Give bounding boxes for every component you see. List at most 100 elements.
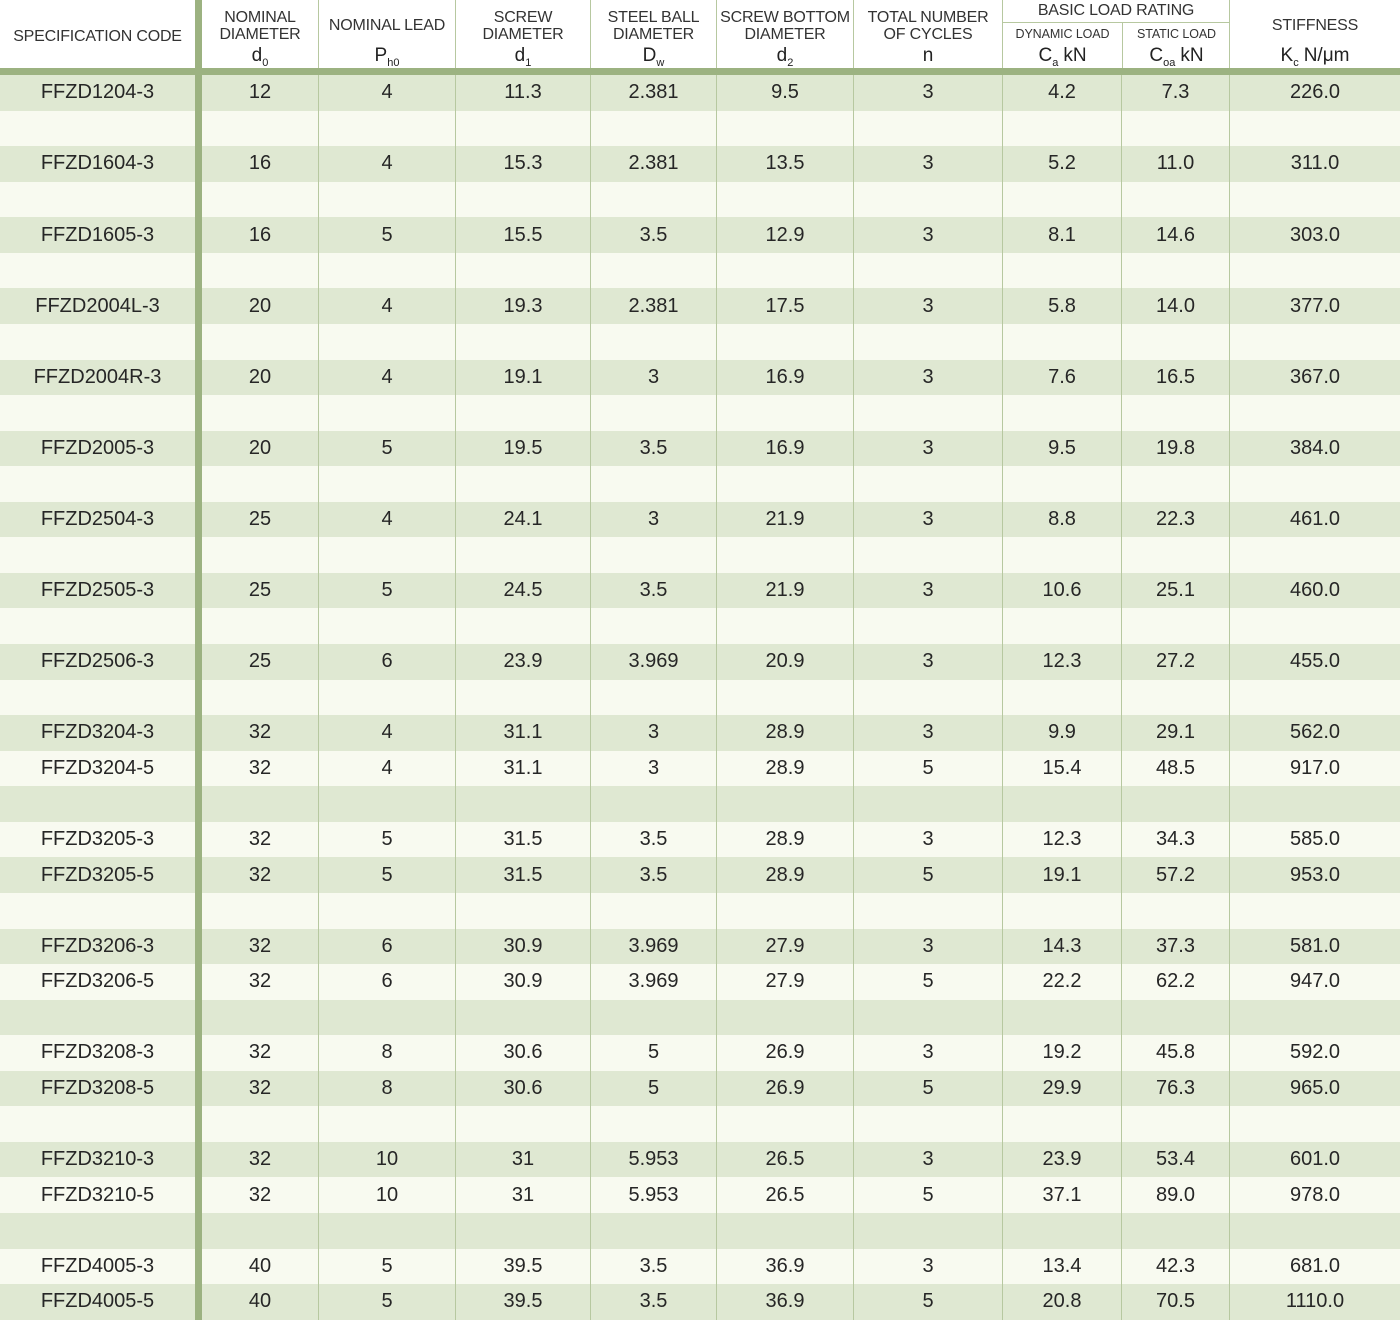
spacer-cell [202,1213,318,1249]
cell-spec: FFZD2506-3 [0,644,202,680]
spacer-row [0,679,1400,716]
cell-coa: 27.2 [1121,644,1229,680]
table-row: FFZD3206-3 32 6 30.9 3.969 27.9 3 14.3 37.3 581.0 [0,928,1400,965]
cell-kc: 581.0 [1229,928,1400,965]
spacer-row [0,999,1400,1036]
cell-d1: 31.1 [455,715,590,751]
spacer-cell [590,537,716,573]
cell-ca: 19.1 [1002,857,1121,893]
spacer-cell [318,1106,455,1142]
spacer-cell [590,323,716,360]
column-symbol: n [922,45,934,66]
cell-ca: 20.8 [1002,1284,1121,1320]
spacer-cell [590,252,716,289]
cell-d1: 39.5 [455,1284,590,1320]
spacer-cell [590,1106,716,1142]
cell-ca: 5.8 [1002,288,1121,324]
cell-kc: 978.0 [1229,1177,1400,1213]
cell-d2: 20.9 [716,644,853,680]
spacer-cell [1121,323,1229,360]
spacer-cell [1002,252,1121,289]
cell-d0: 25 [248,579,272,602]
spacer-cell [716,892,853,929]
cell-kc: 1110.0 [1229,1284,1400,1320]
cell-ph0: 8 [318,1070,455,1107]
cell-d2: 16.9 [716,430,853,467]
cell-coa: 25.1 [1121,572,1229,609]
cell-ph0: 4 [318,146,455,182]
spacer-cell [1121,181,1229,218]
spacer-cell [1002,999,1121,1036]
spacer-cell [1229,999,1400,1036]
table-row: FFZD3206-5 32 6 30.9 3.969 27.9 5 22.2 62.2 947.0 [0,964,1400,1000]
cell-ph0: 5 [318,1248,455,1285]
cell-d1: 30.9 [455,964,590,1000]
table-row: FFZD2005-3 20 5 19.5 3.5 16.9 3 9.5 19.8 384.0 [0,430,1400,467]
cell-spec: FFZD2504-3 [0,501,202,538]
spacer-cell [853,181,1002,218]
cell-ca: 37.1 [1002,1177,1121,1213]
spacer-cell [716,537,853,573]
cell-d0: 32 [248,756,272,779]
table-row: FFZD3205-5 32 5 31.5 3.5 28.9 5 19.1 57.2 953.0 [0,857,1400,893]
column-header-total-number-of-cycles: TOTAL NUMBER OF CYCLES n [853,0,1002,68]
spacer-cell [202,537,318,573]
cell-ph0: 5 [318,821,455,858]
cell-dw: 3.5 [590,1248,716,1285]
cell-spec: FFZD1605-3 [0,217,202,253]
spacer-cell [853,999,1002,1036]
spacer-cell [716,466,853,502]
cell-ph0: 6 [318,644,455,680]
cell-d1: 15.3 [455,146,590,182]
spacer-cell [716,395,853,431]
cell-n: 5 [853,1177,1002,1213]
spacer-cell [202,608,318,644]
cell-ph0: 4 [318,288,455,324]
column-symbol: Dw [642,45,665,69]
cell-ph0: 5 [318,217,455,253]
spacer-row [0,181,1400,218]
spacer-cell [202,1000,318,1036]
cell-coa: 89.0 [1121,1177,1229,1213]
cell-kc: 311.0 [1229,146,1400,182]
spacer-cell [0,395,202,431]
cell-spec: FFZD3208-3 [0,1035,202,1071]
cell-spec: FFZD3205-5 [0,857,202,893]
cell-coa: 62.2 [1121,964,1229,1000]
cell-d2: 13.5 [716,146,853,182]
spacer-row [0,252,1400,289]
table-row: FFZD2504-3 25 4 24.1 3 21.9 3 8.8 22.3 461.0 [0,501,1400,538]
cell-d2: 26.9 [716,1035,853,1071]
spacer-cell [0,679,202,716]
column-label: STIFFNESS [1271,17,1359,34]
cell-n: 5 [853,857,1002,893]
cell-kc: 367.0 [1229,359,1400,396]
cell-n: 3 [853,1035,1002,1071]
cell-dw: 3 [590,750,716,787]
column-symbol: Ph0 [374,45,400,69]
spacer-cell [455,252,590,289]
spacer-cell [202,324,318,360]
table-row: FFZD4005-3 40 5 39.5 3.5 36.9 3 13.4 42.3 681.0 [0,1248,1400,1285]
spacer-cell [318,181,455,218]
spacer-cell [1002,1213,1121,1249]
spacer-cell [318,786,455,822]
spacer-cell [1121,537,1229,573]
spacer-cell [1229,608,1400,644]
cell-d1: 23.9 [455,644,590,680]
cell-kc: 917.0 [1229,750,1400,787]
cell-n: 3 [853,217,1002,253]
spacer-cell [1121,679,1229,716]
cell-dw: 3 [590,501,716,538]
spacer-row [0,1213,1400,1249]
cell-n: 5 [853,750,1002,787]
cell-kc: 461.0 [1229,501,1400,538]
cell-ca: 10.6 [1002,572,1121,609]
cell-d2: 28.9 [716,821,853,858]
cell-ca: 12.3 [1002,821,1121,858]
cell-d1: 31.5 [455,821,590,858]
spacer-cell [1002,608,1121,644]
column-label: SCREW DIAMETER [482,8,564,43]
spacer-cell [455,395,590,431]
cell-n: 3 [853,715,1002,751]
